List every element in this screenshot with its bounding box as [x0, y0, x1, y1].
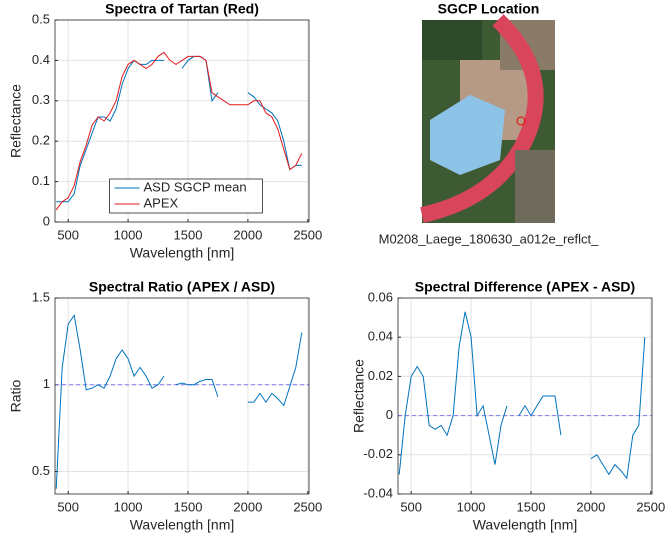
image-caption: M0208_Laege_180630_a012e_reflct_ — [379, 231, 600, 246]
chart-title: Spectra of Tartan (Red) — [105, 1, 259, 17]
x-tick-label: 2000 — [233, 227, 262, 242]
axes-box — [54, 19, 310, 223]
location-image — [420, 14, 555, 223]
y-tick-label: 0.5 — [32, 463, 50, 478]
y-tick-label: 0.5 — [32, 11, 50, 26]
x-axis-label: Wavelength [nm] — [473, 517, 578, 533]
y-axis-label: Reflectance — [8, 84, 24, 158]
x-tick-label: 1000 — [114, 227, 143, 242]
x-tick-label: 500 — [400, 499, 422, 514]
x-axis-label: Wavelength [nm] — [130, 245, 235, 261]
axes-box — [54, 297, 310, 495]
y-tick-label: 0.02 — [368, 368, 393, 383]
x-tick-label: 2500 — [293, 227, 322, 242]
legend-box — [109, 178, 263, 214]
x-tick-label: 2500 — [293, 499, 322, 514]
x-tick-label: 500 — [57, 227, 79, 242]
y-tick-label: 0 — [43, 213, 50, 228]
y-tick-label: -0.04 — [363, 485, 393, 500]
y-axis-label: Reflectance — [351, 359, 367, 433]
plot-area — [398, 298, 652, 494]
y-tick-label: 0.2 — [32, 133, 50, 148]
x-tick-label: 1000 — [114, 499, 143, 514]
y-tick-label: 0.4 — [32, 52, 50, 67]
y-tick-label: 0.06 — [368, 289, 393, 304]
axes-box — [397, 297, 653, 495]
y-tick-label: -0.02 — [363, 446, 393, 461]
x-tick-label: 2000 — [576, 499, 605, 514]
x-tick-label: 1500 — [174, 499, 203, 514]
x-tick-label: 1500 — [174, 227, 203, 242]
y-tick-label: 0.3 — [32, 92, 50, 107]
y-tick-label: 1.5 — [32, 289, 50, 304]
x-tick-label: 2500 — [636, 499, 665, 514]
x-axis-label: Wavelength [nm] — [130, 517, 235, 533]
chart-title: Spectral Difference (APEX - ASD) — [415, 279, 635, 295]
x-tick-label: 1000 — [457, 499, 486, 514]
x-tick-label: 2000 — [233, 499, 262, 514]
data-line — [398, 311, 646, 480]
data-line — [55, 314, 303, 489]
data-line — [55, 51, 303, 211]
x-tick-label: 500 — [57, 499, 79, 514]
y-tick-label: 0.04 — [368, 329, 393, 344]
legend-label: ASD SGCP mean — [144, 179, 247, 194]
chart-title: Spectral Ratio (APEX / ASD) — [89, 279, 275, 295]
y-axis-label: Ratio — [8, 379, 24, 412]
x-tick-label: 1500 — [517, 499, 546, 514]
plot-area — [55, 298, 309, 494]
legend-label: APEX — [144, 195, 179, 210]
y-tick-label: 0 — [386, 407, 393, 422]
y-tick-label: 0.1 — [32, 173, 50, 188]
chart-title: SGCP Location — [438, 1, 540, 17]
y-tick-label: 1 — [43, 376, 50, 391]
